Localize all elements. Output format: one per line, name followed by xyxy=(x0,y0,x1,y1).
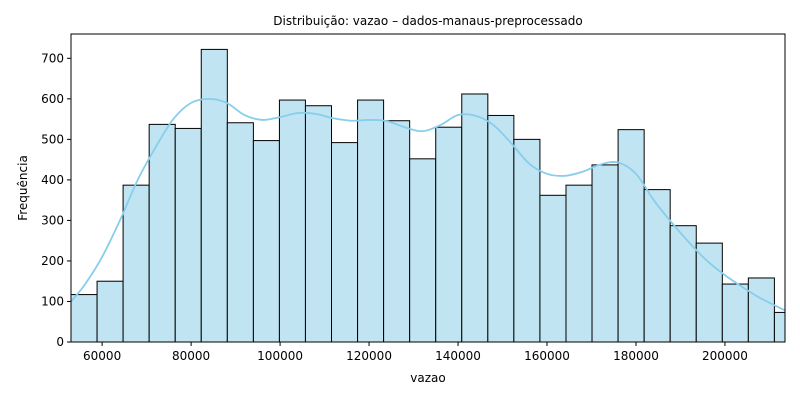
histogram-bar xyxy=(487,114,515,343)
x-tick-label: 160000 xyxy=(524,349,570,363)
kde-curve xyxy=(70,97,786,312)
x-tick-label: 180000 xyxy=(613,349,659,363)
y-tick-label: 700 xyxy=(41,51,64,65)
y-tick-label: 300 xyxy=(41,213,64,227)
histogram-bar xyxy=(357,99,385,343)
y-tick-label: 100 xyxy=(41,294,64,308)
histogram-bar xyxy=(174,127,202,343)
histogram-bar xyxy=(695,242,723,343)
histogram-bar xyxy=(747,277,775,343)
x-tick-label: 200000 xyxy=(702,349,748,363)
histogram-bar xyxy=(773,311,786,343)
y-axis: 0 100 200 300 400 500 600 700 xyxy=(41,51,71,349)
chart-title: Distribuição: vazao – dados-manaus-prepr… xyxy=(273,14,582,28)
histogram-bar xyxy=(539,194,567,343)
y-tick-label: 200 xyxy=(41,254,64,268)
histogram-bar xyxy=(669,225,697,343)
x-axis-title: vazao xyxy=(410,371,445,385)
histogram-bar xyxy=(70,294,98,343)
y-tick-label: 0 xyxy=(56,335,64,349)
histogram-bar xyxy=(461,93,489,343)
x-tick-label: 100000 xyxy=(257,349,303,363)
histogram-bar xyxy=(96,280,124,343)
plot-frame xyxy=(70,33,786,343)
histogram-bar xyxy=(278,99,306,343)
histogram-bar xyxy=(617,129,645,343)
histogram-bar xyxy=(148,123,176,343)
y-tick-label: 400 xyxy=(41,173,64,187)
histogram-bar xyxy=(304,105,333,343)
x-axis: 60000 80000 100000 120000 140000 160000 180000… xyxy=(83,342,748,363)
y-tick-label: 600 xyxy=(41,92,64,106)
histogram-bar xyxy=(643,189,671,343)
y-axis-title: Frequência xyxy=(16,155,30,221)
bars-layer xyxy=(70,48,786,343)
y-tick-label: 500 xyxy=(41,132,64,146)
histogram-bar xyxy=(513,138,541,343)
histogram-bar xyxy=(331,142,359,343)
x-tick-label: 140000 xyxy=(435,349,481,363)
x-tick-label: 60000 xyxy=(83,349,121,363)
x-tick-label: 80000 xyxy=(172,349,210,363)
histogram-bar xyxy=(435,126,463,343)
histogram-bar xyxy=(200,48,228,343)
histogram-bar xyxy=(226,122,254,343)
histogram-bar xyxy=(383,120,411,343)
histogram-bar xyxy=(721,283,749,343)
histogram-bar xyxy=(122,184,150,343)
histogram-bar xyxy=(409,158,437,343)
histogram-bar xyxy=(565,184,593,343)
x-tick-label: 120000 xyxy=(346,349,392,363)
histogram-bar xyxy=(252,140,280,343)
histogram-bar xyxy=(591,164,619,343)
